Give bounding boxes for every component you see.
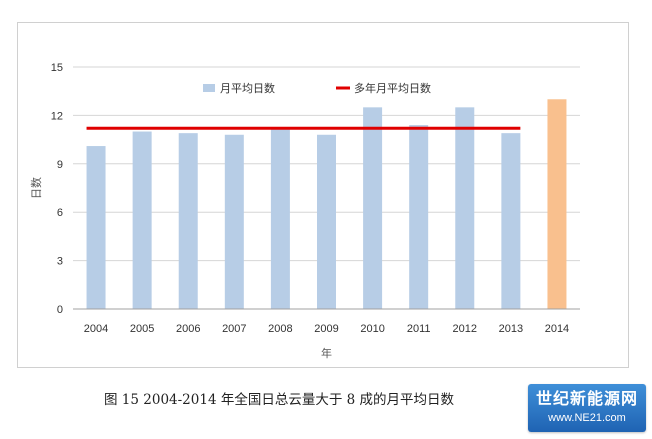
bar-2008: [270, 128, 290, 309]
x-tick-label-2013: 2013: [499, 323, 523, 335]
x-tick-label-2012: 2012: [453, 323, 477, 335]
legend-label-multiyear-average: 多年月平均日数: [354, 81, 431, 95]
y-axis-title: 日数: [30, 177, 43, 199]
x-tick-label-2006: 2006: [176, 323, 200, 335]
x-axis-title: 年: [321, 346, 332, 360]
bar-2009: [317, 134, 336, 309]
y-tick-label-3: 3: [57, 256, 63, 268]
x-tick-label-2007: 2007: [222, 323, 246, 335]
watermark-logo: 世纪新能源网 www.NE21.com: [528, 384, 646, 432]
bar-2013: [501, 133, 521, 309]
x-tick-label-2009: 2009: [314, 323, 338, 335]
x-tick-label-2004: 2004: [84, 323, 108, 335]
bar-2006: [178, 133, 198, 309]
bars: [86, 99, 567, 310]
axes: 0 3 6 9 12 15 2004 2005 2006 2007 2008 2009 2010 2011…: [51, 62, 580, 335]
bar-chart: 0 3 6 9 12 15 2004 2005 2006 2007 2008 2009 2010 2011…: [30, 62, 580, 360]
bar-2011: [409, 125, 429, 309]
bar-2014: [547, 99, 567, 310]
chart-frame: 0 3 6 9 12 15 2004 2005 2006 2007 2008 2009 2010 2011…: [17, 22, 629, 368]
x-tick-label-2008: 2008: [268, 323, 292, 335]
x-tick-label-2005: 2005: [130, 323, 154, 335]
y-tick-label-15: 15: [51, 62, 63, 74]
bar-2012: [455, 107, 475, 309]
x-tick-label-2010: 2010: [360, 323, 384, 335]
legend: 月平均日数 多年月平均日数: [203, 81, 431, 95]
y-tick-label-12: 12: [51, 110, 63, 122]
legend-label-monthly-average: 月平均日数: [220, 82, 275, 95]
bar-2004: [86, 146, 106, 309]
x-tick-label-2011: 2011: [407, 323, 431, 335]
bar-2007: [224, 134, 244, 309]
y-tick-label-6: 6: [57, 207, 63, 219]
legend-swatch-monthly-average: [203, 84, 215, 92]
bar-2010: [363, 107, 383, 309]
watermark-title: 世纪新能源网: [535, 389, 638, 408]
x-tick-label-2014: 2014: [545, 323, 569, 335]
y-tick-label-9: 9: [57, 159, 63, 171]
watermark-url: www.NE21.com: [548, 412, 626, 424]
figure-caption: 图 15 2004-2014 年全国日总云量大于 8 成的月平均日数: [104, 392, 454, 408]
y-tick-label-0: 0: [57, 304, 63, 316]
bar-2005: [132, 131, 152, 309]
